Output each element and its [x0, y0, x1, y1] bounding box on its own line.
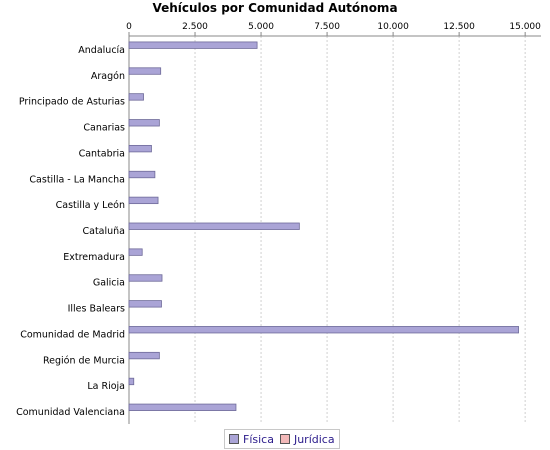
category-label: Aragón	[91, 71, 125, 82]
category-label: Región de Murcia	[43, 355, 125, 366]
bar-fisica	[128, 144, 152, 153]
bar-fisica	[128, 41, 258, 49]
bar-fisica	[128, 351, 160, 360]
category-label: Cataluña	[82, 226, 125, 237]
bars	[128, 41, 519, 411]
bar-fisica	[128, 170, 156, 179]
chart-title: Vehículos por Comunidad Autónoma	[152, 1, 398, 15]
legend-item: Jurídica	[279, 432, 335, 446]
bar-fisica	[128, 326, 519, 334]
bar-fisica	[128, 222, 300, 230]
gridlines	[194, 36, 526, 424]
legend-swatch	[229, 434, 239, 444]
legend-label: Física	[243, 432, 274, 446]
category-label: Castilla y León	[56, 200, 125, 211]
legend: Física Jurídica	[224, 429, 340, 449]
x-axis-ticks: 0 2.500 5.000 7.500 10.000 12.500 15.000	[126, 22, 541, 36]
category-label: Comunidad de Madrid	[20, 329, 125, 340]
bar-fisica	[128, 93, 144, 101]
legend-item: Física	[229, 433, 274, 446]
bar-fisica	[128, 403, 237, 411]
category-label: Extremadura	[63, 252, 125, 263]
category-label: Principado de Asturias	[19, 97, 125, 108]
category-label: Cantabria	[79, 148, 125, 159]
x-tick-label: 5.000	[248, 22, 274, 32]
bar-fisica	[128, 377, 135, 386]
category-label: Andalucía	[78, 45, 125, 56]
category-label: Canarias	[83, 123, 125, 134]
x-tick-label: 2.500	[182, 22, 208, 32]
x-tick-label: 10.000	[377, 22, 409, 32]
legend-swatch	[279, 434, 290, 444]
bar-fisica	[128, 196, 159, 205]
y-axis-categories: Andalucía Aragón Principado de Asturias Can…	[16, 45, 125, 418]
category-label: Illes Balears	[68, 304, 125, 315]
category-label: Galicia	[93, 278, 125, 289]
category-label: La Rioja	[87, 381, 125, 392]
bar-fisica	[128, 248, 143, 256]
bar-fisica	[128, 67, 162, 75]
category-label: Comunidad Valenciana	[16, 407, 125, 418]
x-tick-label: 7.500	[314, 22, 340, 32]
bar-fisica	[128, 300, 162, 308]
axes	[128, 35, 541, 424]
x-tick-label: 0	[126, 22, 132, 32]
x-tick-label: 15.000	[509, 22, 541, 32]
x-tick-label: 12.500	[443, 22, 475, 32]
bar-fisica	[128, 274, 163, 282]
bar-fisica	[128, 119, 160, 127]
legend-label: Jurídica	[293, 432, 335, 446]
category-label: Castilla - La Mancha	[29, 174, 125, 185]
